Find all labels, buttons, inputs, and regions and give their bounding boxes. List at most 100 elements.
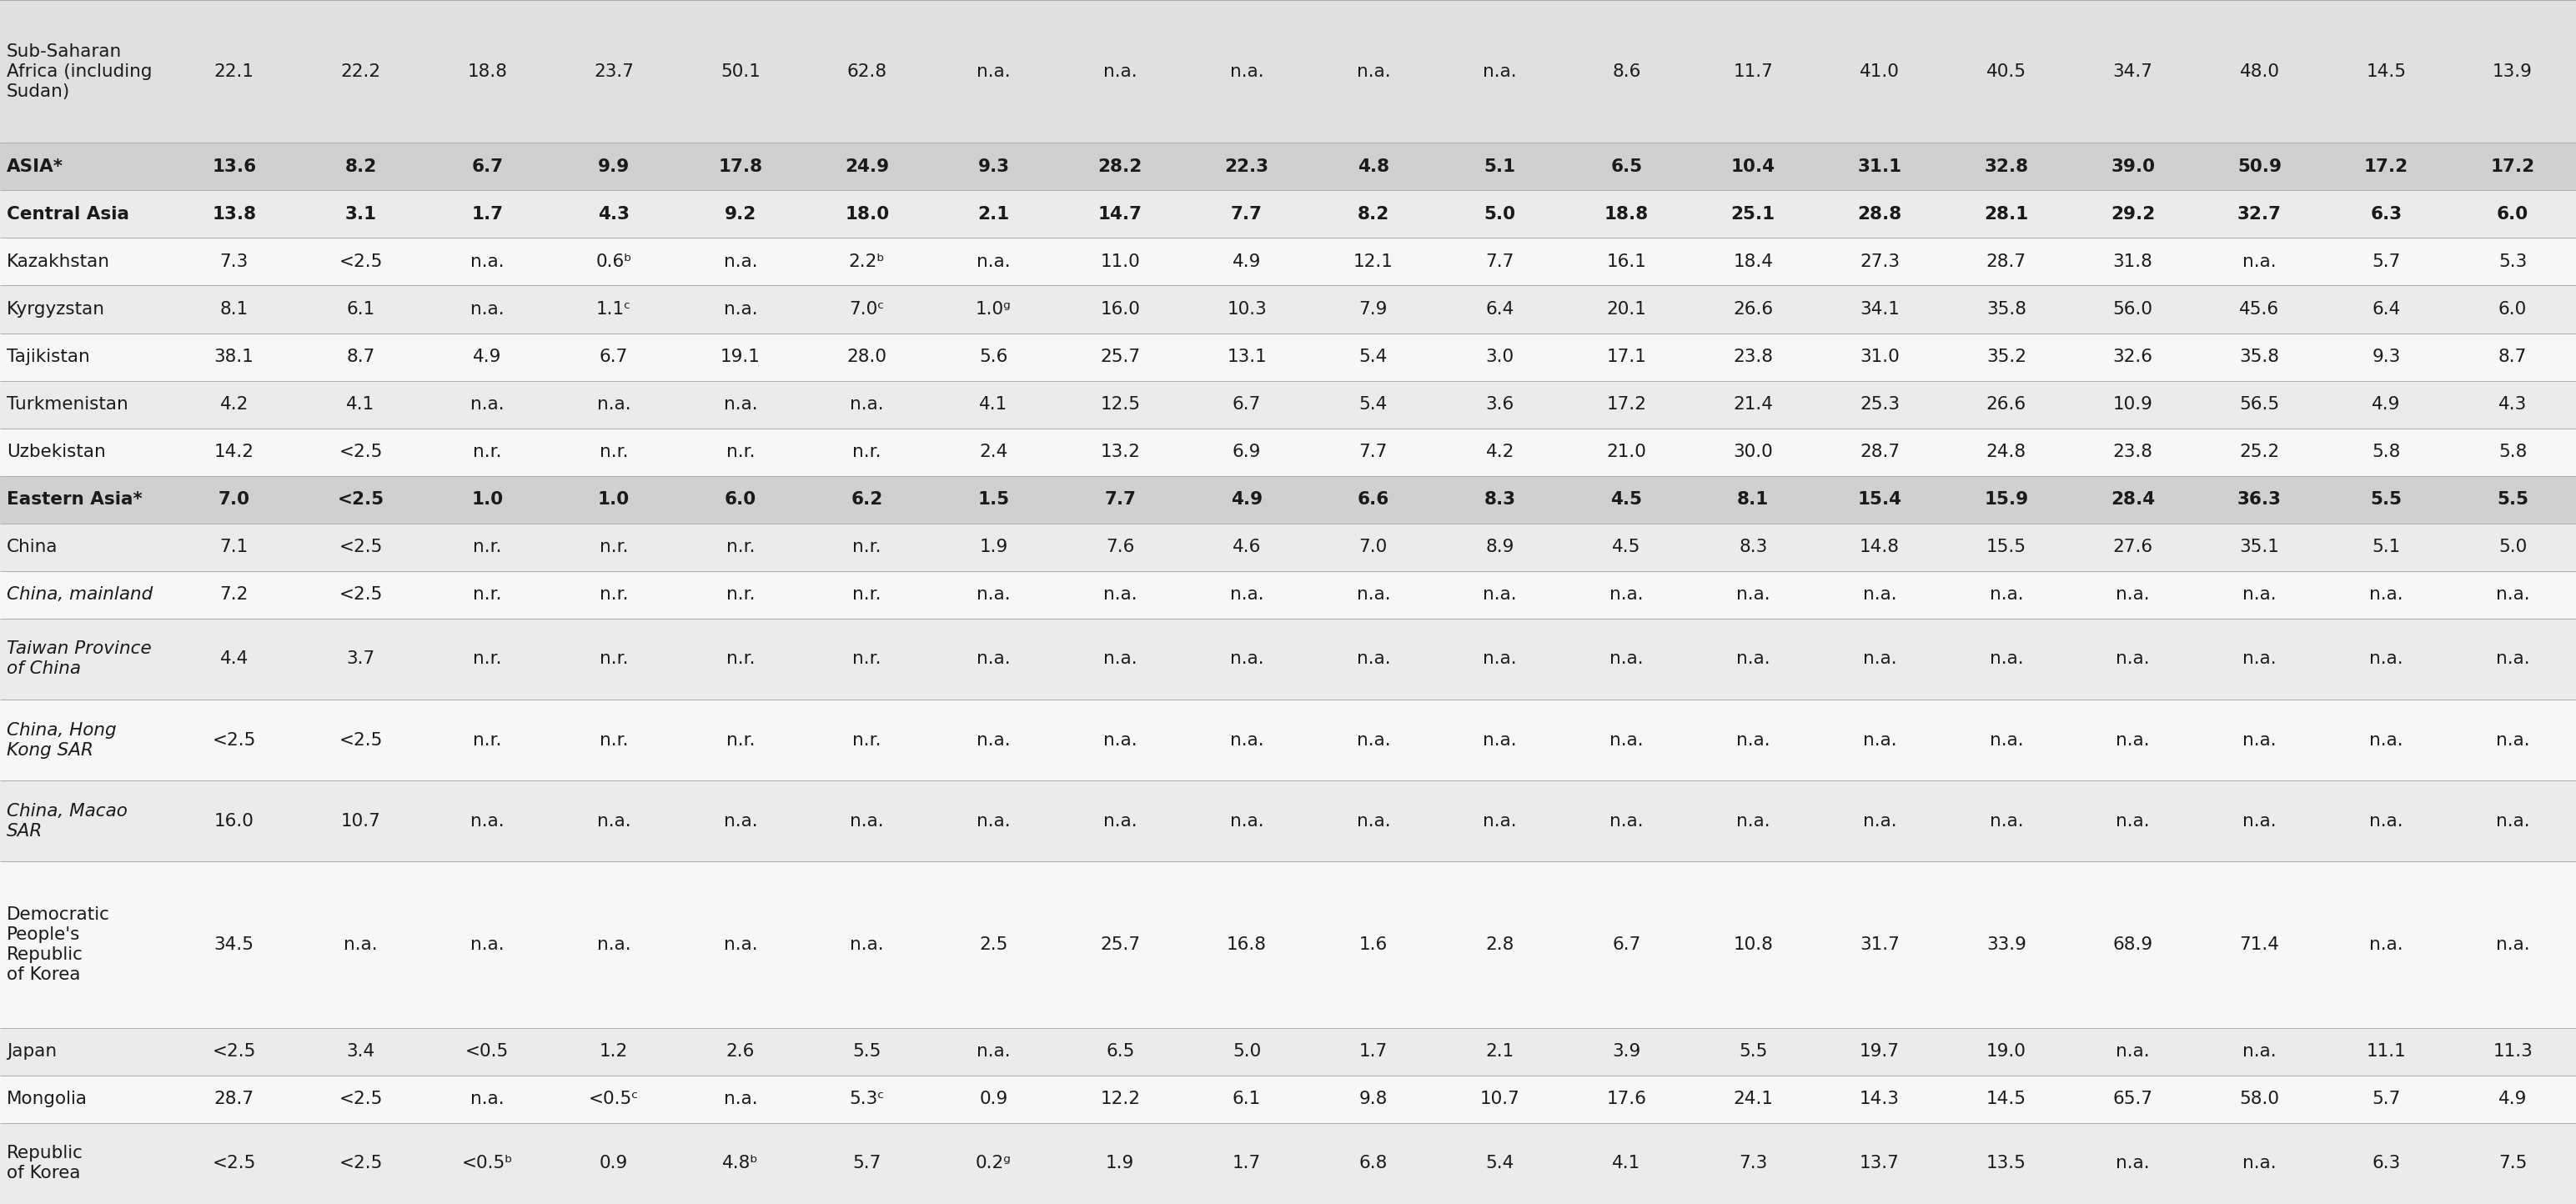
- Bar: [0, 0, 2576, 143]
- Bar: [0, 524, 2576, 571]
- Text: 13.1: 13.1: [1226, 349, 1267, 365]
- Text: 2.6: 2.6: [726, 1044, 755, 1060]
- Text: n.r.: n.r.: [600, 444, 629, 460]
- Text: n.a.: n.a.: [2115, 813, 2151, 830]
- Text: 28.2: 28.2: [1097, 158, 1141, 175]
- Text: Taiwan Province
of China: Taiwan Province of China: [8, 641, 152, 678]
- Text: n.a.: n.a.: [850, 813, 884, 830]
- Text: 2.5: 2.5: [979, 937, 1007, 954]
- Bar: [0, 476, 2576, 524]
- Text: 31.8: 31.8: [2112, 253, 2154, 270]
- Text: 8.6: 8.6: [1613, 63, 1641, 79]
- Text: 36.3: 36.3: [2239, 491, 2282, 508]
- Text: 17.2: 17.2: [1607, 396, 1646, 413]
- Text: n.a.: n.a.: [1229, 586, 1265, 603]
- Text: 33.9: 33.9: [1986, 937, 2027, 954]
- Text: <2.5: <2.5: [340, 539, 381, 555]
- Text: n.r.: n.r.: [600, 651, 629, 667]
- Text: n.a.: n.a.: [2370, 813, 2403, 830]
- Text: n.a.: n.a.: [1610, 651, 1643, 667]
- Text: 40.5: 40.5: [1986, 63, 2027, 79]
- Text: 13.9: 13.9: [2494, 63, 2532, 79]
- Text: n.r.: n.r.: [853, 539, 881, 555]
- Text: n.a.: n.a.: [471, 396, 505, 413]
- Text: 9.3: 9.3: [979, 158, 1010, 175]
- Text: 2.4: 2.4: [979, 444, 1007, 460]
- Text: 6.0: 6.0: [2499, 301, 2527, 318]
- Text: 28.4: 28.4: [2110, 491, 2156, 508]
- Text: Eastern Asia*: Eastern Asia*: [8, 491, 142, 508]
- Text: 8.9: 8.9: [1486, 539, 1515, 555]
- Text: n.a.: n.a.: [2244, 253, 2277, 270]
- Text: <0.5ᵇ: <0.5ᵇ: [461, 1155, 513, 1171]
- Text: 21.4: 21.4: [1734, 396, 1772, 413]
- Text: 1.0ᵍ: 1.0ᵍ: [976, 301, 1012, 318]
- Text: 8.2: 8.2: [345, 158, 376, 175]
- Text: 31.0: 31.0: [1860, 349, 1899, 365]
- Text: 6.9: 6.9: [1231, 444, 1262, 460]
- Text: 1.9: 1.9: [979, 539, 1007, 555]
- Text: n.a.: n.a.: [850, 937, 884, 954]
- Text: n.a.: n.a.: [598, 396, 631, 413]
- Text: n.r.: n.r.: [726, 586, 755, 603]
- Text: 5.0: 5.0: [1231, 1044, 1262, 1060]
- Text: 34.5: 34.5: [214, 937, 255, 954]
- Text: 9.3: 9.3: [2372, 349, 2401, 365]
- Text: 3.7: 3.7: [345, 651, 376, 667]
- Text: Republic
of Korea: Republic of Korea: [8, 1145, 82, 1182]
- Text: 1.0: 1.0: [471, 491, 502, 508]
- Text: 39.0: 39.0: [2110, 158, 2156, 175]
- Text: 4.2: 4.2: [1486, 444, 1515, 460]
- Text: n.a.: n.a.: [471, 301, 505, 318]
- Text: 2.8: 2.8: [1486, 937, 1515, 954]
- Text: 27.6: 27.6: [2112, 539, 2154, 555]
- Text: 14.5: 14.5: [2367, 63, 2406, 79]
- Text: 5.7: 5.7: [853, 1155, 881, 1171]
- Text: n.r.: n.r.: [600, 539, 629, 555]
- Text: <2.5: <2.5: [337, 491, 384, 508]
- Text: 23.7: 23.7: [595, 63, 634, 79]
- Text: 28.1: 28.1: [1984, 206, 2027, 223]
- Text: n.a.: n.a.: [976, 651, 1010, 667]
- Text: 10.4: 10.4: [1731, 158, 1775, 175]
- Text: 9.8: 9.8: [1360, 1091, 1388, 1108]
- Text: 5.7: 5.7: [2372, 1091, 2401, 1108]
- Text: 4.3: 4.3: [2499, 396, 2527, 413]
- Text: n.a.: n.a.: [724, 1091, 757, 1108]
- Text: Turkmenistan: Turkmenistan: [8, 396, 129, 413]
- Text: 2.1: 2.1: [1486, 1044, 1515, 1060]
- Text: 1.1ᶜ: 1.1ᶜ: [595, 301, 631, 318]
- Bar: [0, 285, 2576, 334]
- Text: n.a.: n.a.: [2244, 586, 2277, 603]
- Text: 4.1: 4.1: [1613, 1155, 1641, 1171]
- Text: n.a.: n.a.: [2244, 813, 2277, 830]
- Text: n.a.: n.a.: [2115, 1155, 2151, 1171]
- Text: Kyrgyzstan: Kyrgyzstan: [8, 301, 106, 318]
- Text: Japan: Japan: [8, 1044, 57, 1060]
- Text: 8.3: 8.3: [1484, 491, 1515, 508]
- Text: 4.9: 4.9: [1231, 253, 1262, 270]
- Text: 2.2ᵇ: 2.2ᵇ: [850, 253, 886, 270]
- Text: 0.9: 0.9: [600, 1155, 629, 1171]
- Text: 15.9: 15.9: [1984, 491, 2027, 508]
- Text: <2.5: <2.5: [340, 586, 381, 603]
- Text: 7.6: 7.6: [1105, 539, 1133, 555]
- Text: n.a.: n.a.: [976, 253, 1010, 270]
- Text: 25.3: 25.3: [1860, 396, 1899, 413]
- Text: 3.4: 3.4: [345, 1044, 376, 1060]
- Text: 68.9: 68.9: [2112, 937, 2154, 954]
- Text: 8.7: 8.7: [345, 349, 376, 365]
- Text: 0.6ᵇ: 0.6ᵇ: [595, 253, 631, 270]
- Text: 8.1: 8.1: [1736, 491, 1770, 508]
- Text: 18.8: 18.8: [1605, 206, 1649, 223]
- Text: n.a.: n.a.: [1736, 813, 1770, 830]
- Text: China: China: [8, 539, 57, 555]
- Text: 19.0: 19.0: [1986, 1044, 2027, 1060]
- Text: n.r.: n.r.: [853, 732, 881, 749]
- Text: 5.8: 5.8: [2499, 444, 2527, 460]
- Text: 9.9: 9.9: [598, 158, 629, 175]
- Text: Kazakhstan: Kazakhstan: [8, 253, 111, 270]
- Text: n.a.: n.a.: [2244, 1155, 2277, 1171]
- Text: 45.6: 45.6: [2239, 301, 2280, 318]
- Bar: [0, 780, 2576, 861]
